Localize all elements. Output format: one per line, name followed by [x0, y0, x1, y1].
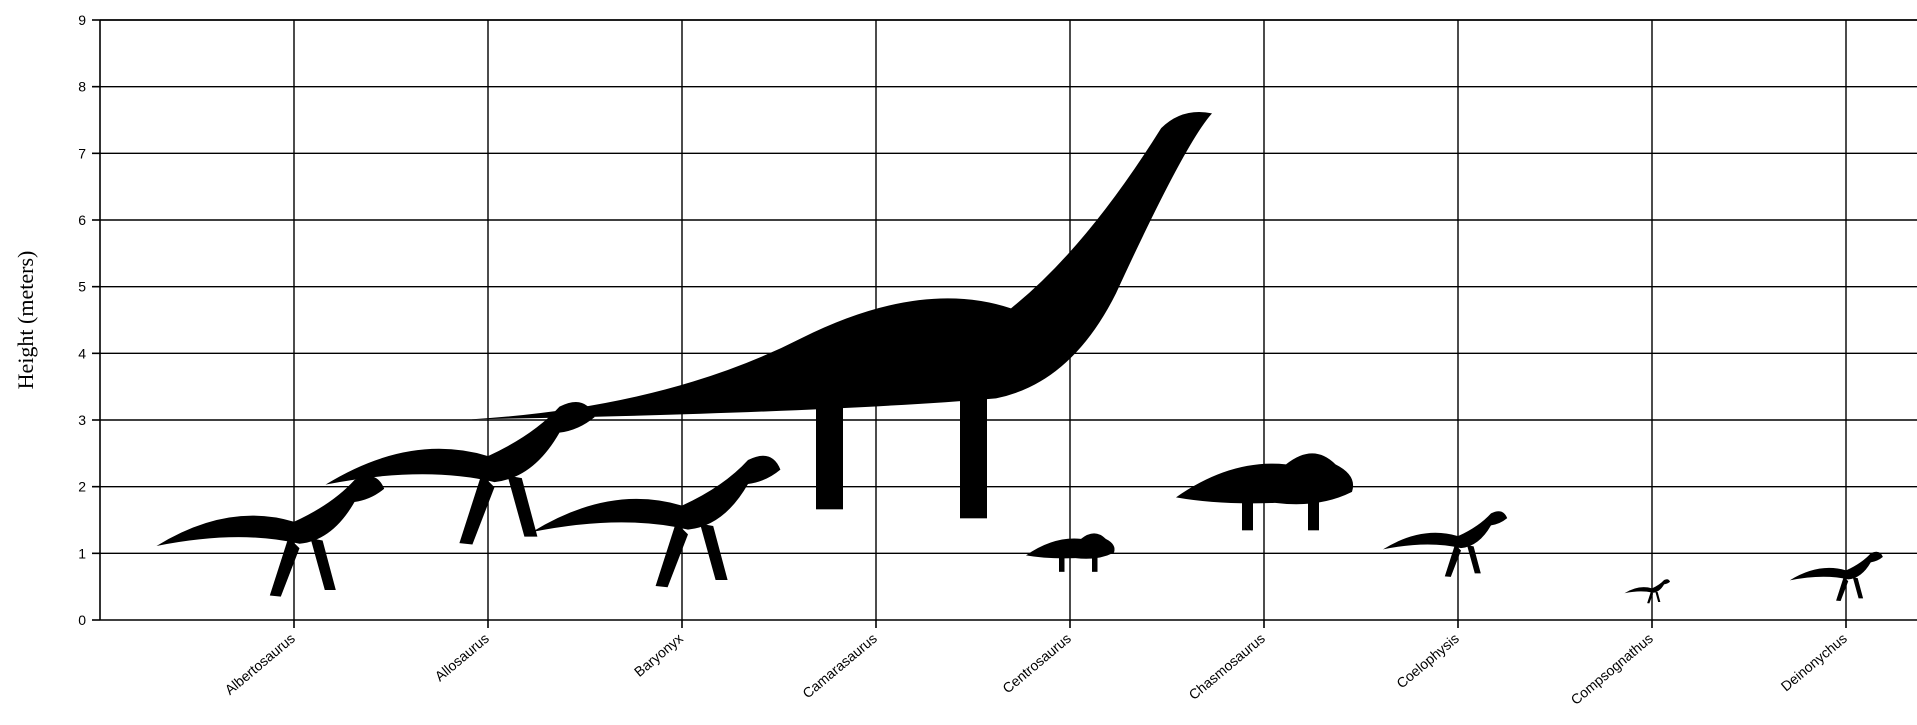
- y-tick-label: 9: [78, 12, 86, 28]
- y-tick-label: 0: [78, 612, 86, 628]
- dinosaur-centrosaurus-mark: [1026, 533, 1115, 572]
- x-tick-label: Baryonyx: [631, 630, 686, 680]
- y-tick-label: 4: [78, 345, 86, 361]
- y-tick-label: 1: [78, 545, 86, 561]
- dinosaur-allosaurus-mark: [325, 402, 595, 545]
- dinosaur-silhouettes: [156, 112, 1883, 604]
- x-tick-label: Centrosaurus: [999, 630, 1074, 696]
- y-tick-label: 7: [78, 145, 86, 161]
- dinosaur-chasmosaurus-mark: [1176, 453, 1354, 531]
- dinosaur-coelophysis-mark: [1383, 511, 1508, 577]
- y-tick-label: 2: [78, 479, 86, 495]
- x-tick-label: Allosaurus: [432, 630, 492, 684]
- x-axis-ticks: Albertosaurus Allosaurus Baryonyx Camarasau…: [221, 620, 1850, 708]
- y-axis-ticks: 0 1 2 3 4 5 6 7 8 9: [78, 12, 100, 628]
- x-tick-label: Coelophysis: [1393, 630, 1462, 691]
- x-tick-label: Camarasaurus: [799, 630, 880, 701]
- y-tick-label: 5: [78, 279, 86, 295]
- dinosaur-camarasaurus-mark: [471, 112, 1212, 519]
- y-axis-title: Height (meters): [13, 251, 38, 390]
- x-tick-label: Deinonychus: [1778, 630, 1850, 694]
- y-tick-label: 8: [78, 79, 86, 95]
- dinosaur-compsognathus-mark: [1624, 579, 1671, 604]
- x-tick-label: Compsognathus: [1568, 630, 1656, 708]
- dinosaur-deinonychus-mark: [1789, 551, 1883, 602]
- dinosaur-albertosaurus-mark: [156, 476, 385, 597]
- y-tick-label: 6: [78, 212, 86, 228]
- y-tick-label: 3: [78, 412, 86, 428]
- dinosaur-baryonyx-mark: [532, 455, 781, 588]
- x-tick-label: Albertosaurus: [221, 630, 297, 698]
- x-tick-label: Chasmosaurus: [1186, 630, 1268, 703]
